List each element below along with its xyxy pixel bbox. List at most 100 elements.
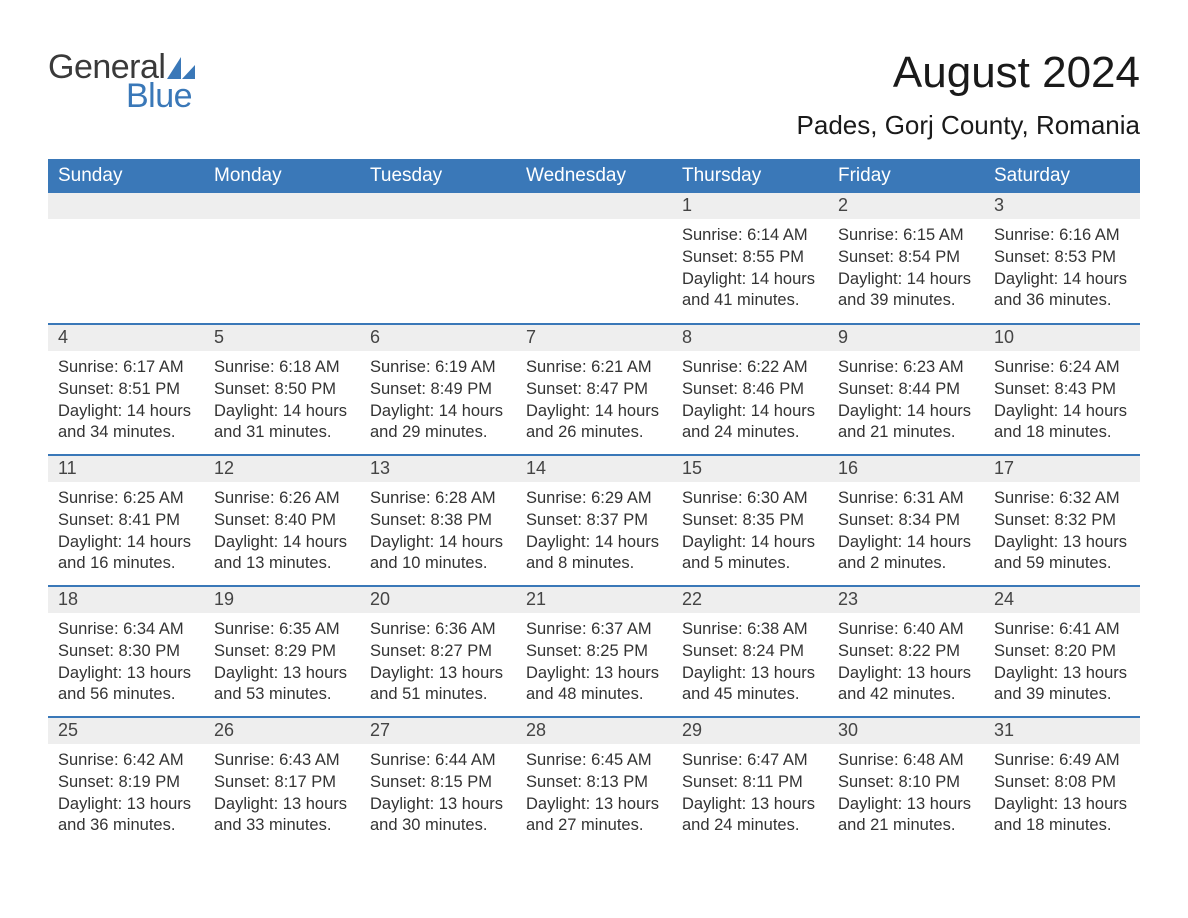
info-dl1: Daylight: 14 hours [214, 532, 350, 554]
info-sunset: Sunset: 8:38 PM [370, 510, 506, 532]
day-info: Sunrise: 6:28 AMSunset: 8:38 PMDaylight:… [360, 482, 516, 575]
date-number: 2 [828, 193, 984, 219]
info-sunrise: Sunrise: 6:45 AM [526, 750, 662, 772]
date-number: 13 [360, 456, 516, 482]
info-dl2: and 36 minutes. [58, 815, 194, 837]
info-sunrise: Sunrise: 6:36 AM [370, 619, 506, 641]
date-number: 11 [48, 456, 204, 482]
date-number: 3 [984, 193, 1140, 219]
calendar-cell: 23Sunrise: 6:40 AMSunset: 8:22 PMDayligh… [828, 587, 984, 716]
date-number: 1 [672, 193, 828, 219]
info-dl2: and 21 minutes. [838, 422, 974, 444]
info-sunset: Sunset: 8:37 PM [526, 510, 662, 532]
calendar-cell: 18Sunrise: 6:34 AMSunset: 8:30 PMDayligh… [48, 587, 204, 716]
date-number: 22 [672, 587, 828, 613]
info-sunset: Sunset: 8:40 PM [214, 510, 350, 532]
info-dl1: Daylight: 14 hours [58, 532, 194, 554]
info-dl2: and 27 minutes. [526, 815, 662, 837]
title-block: August 2024 Pades, Gorj County, Romania [797, 48, 1140, 141]
day-info: Sunrise: 6:47 AMSunset: 8:11 PMDaylight:… [672, 744, 828, 837]
info-dl2: and 18 minutes. [994, 422, 1130, 444]
info-dl2: and 29 minutes. [370, 422, 506, 444]
day-header: Friday [828, 159, 984, 193]
day-info: Sunrise: 6:19 AMSunset: 8:49 PMDaylight:… [360, 351, 516, 444]
calendar-cell: 24Sunrise: 6:41 AMSunset: 8:20 PMDayligh… [984, 587, 1140, 716]
info-sunset: Sunset: 8:49 PM [370, 379, 506, 401]
info-dl2: and 48 minutes. [526, 684, 662, 706]
info-dl1: Daylight: 13 hours [682, 794, 818, 816]
info-sunrise: Sunrise: 6:29 AM [526, 488, 662, 510]
date-number [204, 193, 360, 219]
date-number: 5 [204, 325, 360, 351]
info-sunset: Sunset: 8:53 PM [994, 247, 1130, 269]
info-dl2: and 2 minutes. [838, 553, 974, 575]
info-dl2: and 16 minutes. [58, 553, 194, 575]
info-dl1: Daylight: 14 hours [58, 401, 194, 423]
info-sunset: Sunset: 8:17 PM [214, 772, 350, 794]
calendar-cell: 17Sunrise: 6:32 AMSunset: 8:32 PMDayligh… [984, 456, 1140, 585]
info-dl2: and 13 minutes. [214, 553, 350, 575]
date-number: 18 [48, 587, 204, 613]
info-sunrise: Sunrise: 6:19 AM [370, 357, 506, 379]
day-header: Tuesday [360, 159, 516, 193]
week-row: 11Sunrise: 6:25 AMSunset: 8:41 PMDayligh… [48, 454, 1140, 585]
info-dl2: and 5 minutes. [682, 553, 818, 575]
calendar-cell: 13Sunrise: 6:28 AMSunset: 8:38 PMDayligh… [360, 456, 516, 585]
info-dl2: and 51 minutes. [370, 684, 506, 706]
info-dl2: and 31 minutes. [214, 422, 350, 444]
info-sunrise: Sunrise: 6:41 AM [994, 619, 1130, 641]
info-dl2: and 39 minutes. [838, 290, 974, 312]
calendar-cell: 27Sunrise: 6:44 AMSunset: 8:15 PMDayligh… [360, 718, 516, 847]
date-number: 19 [204, 587, 360, 613]
info-dl2: and 42 minutes. [838, 684, 974, 706]
info-dl2: and 30 minutes. [370, 815, 506, 837]
info-sunrise: Sunrise: 6:16 AM [994, 225, 1130, 247]
info-dl1: Daylight: 14 hours [682, 269, 818, 291]
info-sunset: Sunset: 8:43 PM [994, 379, 1130, 401]
week-row: 25Sunrise: 6:42 AMSunset: 8:19 PMDayligh… [48, 716, 1140, 847]
info-sunrise: Sunrise: 6:38 AM [682, 619, 818, 641]
info-dl1: Daylight: 14 hours [838, 401, 974, 423]
calendar-cell: 5Sunrise: 6:18 AMSunset: 8:50 PMDaylight… [204, 325, 360, 454]
info-sunrise: Sunrise: 6:14 AM [682, 225, 818, 247]
info-dl2: and 18 minutes. [994, 815, 1130, 837]
day-headers-row: SundayMondayTuesdayWednesdayThursdayFrid… [48, 159, 1140, 193]
day-info: Sunrise: 6:36 AMSunset: 8:27 PMDaylight:… [360, 613, 516, 706]
info-dl1: Daylight: 13 hours [526, 663, 662, 685]
info-sunset: Sunset: 8:34 PM [838, 510, 974, 532]
info-sunrise: Sunrise: 6:43 AM [214, 750, 350, 772]
info-dl1: Daylight: 14 hours [994, 401, 1130, 423]
date-number [360, 193, 516, 219]
info-dl2: and 41 minutes. [682, 290, 818, 312]
info-sunrise: Sunrise: 6:28 AM [370, 488, 506, 510]
info-dl2: and 8 minutes. [526, 553, 662, 575]
info-sunset: Sunset: 8:46 PM [682, 379, 818, 401]
day-info: Sunrise: 6:21 AMSunset: 8:47 PMDaylight:… [516, 351, 672, 444]
info-sunset: Sunset: 8:51 PM [58, 379, 194, 401]
day-header: Thursday [672, 159, 828, 193]
info-sunrise: Sunrise: 6:48 AM [838, 750, 974, 772]
calendar-cell [516, 193, 672, 323]
info-dl2: and 34 minutes. [58, 422, 194, 444]
info-sunrise: Sunrise: 6:40 AM [838, 619, 974, 641]
calendar-cell: 26Sunrise: 6:43 AMSunset: 8:17 PMDayligh… [204, 718, 360, 847]
date-number: 26 [204, 718, 360, 744]
calendar-cell: 3Sunrise: 6:16 AMSunset: 8:53 PMDaylight… [984, 193, 1140, 323]
info-sunrise: Sunrise: 6:37 AM [526, 619, 662, 641]
calendar-cell: 10Sunrise: 6:24 AMSunset: 8:43 PMDayligh… [984, 325, 1140, 454]
info-dl1: Daylight: 13 hours [526, 794, 662, 816]
info-dl1: Daylight: 13 hours [370, 663, 506, 685]
info-sunset: Sunset: 8:20 PM [994, 641, 1130, 663]
info-sunrise: Sunrise: 6:26 AM [214, 488, 350, 510]
calendar-cell: 12Sunrise: 6:26 AMSunset: 8:40 PMDayligh… [204, 456, 360, 585]
info-dl2: and 24 minutes. [682, 422, 818, 444]
calendar: SundayMondayTuesdayWednesdayThursdayFrid… [48, 159, 1140, 847]
info-sunrise: Sunrise: 6:17 AM [58, 357, 194, 379]
info-dl1: Daylight: 13 hours [994, 532, 1130, 554]
info-dl1: Daylight: 13 hours [682, 663, 818, 685]
info-sunrise: Sunrise: 6:31 AM [838, 488, 974, 510]
info-dl1: Daylight: 13 hours [838, 794, 974, 816]
info-dl2: and 21 minutes. [838, 815, 974, 837]
date-number: 16 [828, 456, 984, 482]
day-info: Sunrise: 6:35 AMSunset: 8:29 PMDaylight:… [204, 613, 360, 706]
